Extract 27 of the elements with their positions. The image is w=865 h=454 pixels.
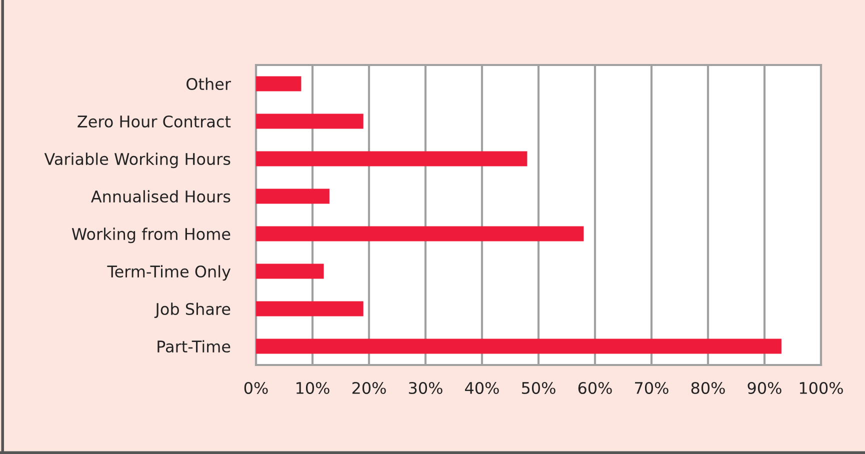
y-tick-label: Part-Time: [158, 340, 230, 353]
x-tick-label: 30%: [408, 382, 442, 394]
y-tick-label: Variable Working Hours: [44, 152, 230, 168]
x-tick-label: 60%: [578, 382, 612, 394]
y-tick-label: Term-Time Only: [107, 265, 231, 281]
y-tick-label: Annualised Hours: [91, 190, 230, 203]
x-tick-label: 10%: [296, 382, 330, 394]
bar: [256, 226, 584, 242]
y-tick-label: Other: [186, 78, 231, 90]
bar: [256, 114, 364, 129]
x-tick-label: 20%: [352, 382, 386, 394]
y-tick-label: Zero Hour Contract: [78, 115, 231, 128]
x-tick-label: 50%: [522, 382, 556, 394]
y-tick-label: Job Share: [154, 302, 230, 318]
bar: [256, 188, 330, 204]
x-tick-label: 70%: [635, 382, 668, 394]
x-tick-label: 40%: [465, 382, 499, 394]
bar: [256, 301, 364, 316]
x-tick-label: 90%: [748, 382, 782, 394]
x-tick-label: 80%: [691, 382, 725, 394]
bar: [256, 151, 528, 166]
y-tick-label: Working from Home: [72, 228, 230, 244]
bar: [256, 338, 782, 354]
x-tick-label: 0%: [244, 382, 268, 394]
bar: [256, 76, 302, 92]
x-tick-label: 100%: [800, 382, 843, 394]
bar: [256, 264, 324, 279]
